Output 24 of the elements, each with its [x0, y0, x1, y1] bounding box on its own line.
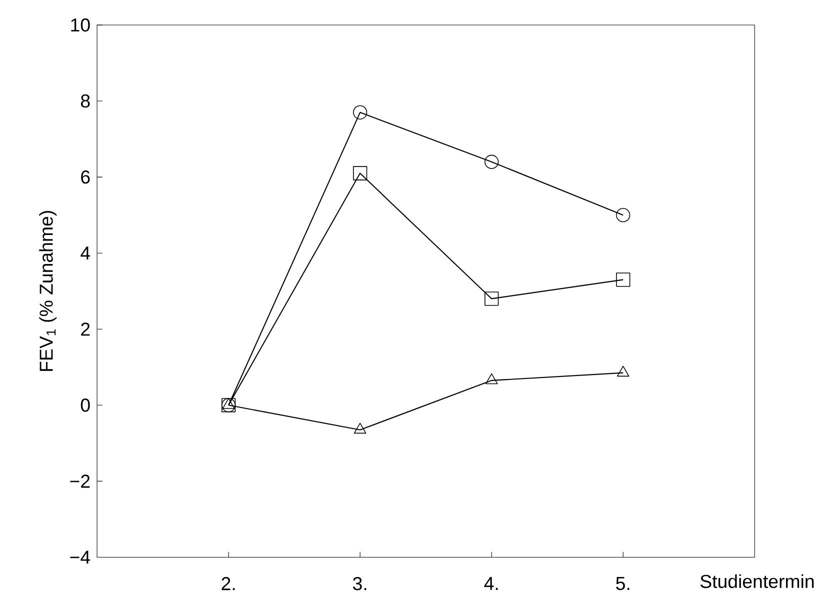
y-axis-title: FEV$_{1}$ (% Zunahme)	[39, 211, 57, 371]
x-tick-label: 3.	[353, 577, 366, 590]
y-tick-label: −4	[70, 550, 90, 564]
point	[354, 422, 366, 434]
x-tick-label: 2.	[222, 577, 235, 590]
point	[353, 166, 368, 180]
y-tick-label: 0	[80, 398, 90, 412]
point	[616, 366, 630, 377]
point	[616, 208, 630, 222]
point	[616, 272, 630, 287]
y-tick-label: 6	[81, 170, 90, 184]
point	[484, 292, 499, 306]
x-axis-title: Studientermin	[700, 574, 814, 588]
point	[484, 154, 499, 169]
y-tick-label: 10	[71, 18, 90, 32]
point	[485, 373, 498, 384]
y-tick-label: 4	[80, 246, 90, 260]
point	[353, 105, 368, 120]
x-tick-label: 5.	[616, 577, 630, 590]
y-tick-label: 8	[80, 94, 90, 108]
y-tick-label: −2	[70, 474, 90, 488]
x-tick-label: 4.	[484, 577, 498, 590]
point	[222, 398, 235, 409]
y-tick-label: 2	[81, 322, 90, 336]
